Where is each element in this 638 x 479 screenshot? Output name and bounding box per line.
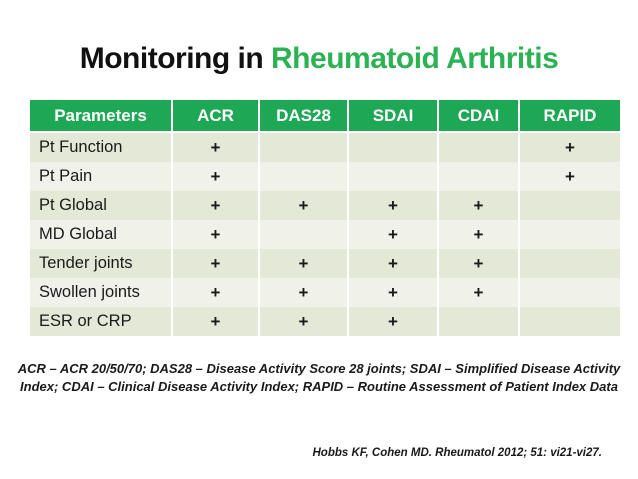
mark-cell <box>260 133 347 162</box>
mark-cell <box>260 220 347 249</box>
mark-cell: + <box>349 249 437 278</box>
row-label: Tender joints <box>30 249 171 278</box>
mark-cell: + <box>173 191 258 220</box>
row-label: MD Global <box>30 220 171 249</box>
row-label: ESR or CRP <box>30 307 171 336</box>
mark-cell: + <box>349 220 437 249</box>
row-label: Swollen joints <box>30 278 171 307</box>
table-row: Pt Pain + + <box>30 162 622 191</box>
mark-cell: + <box>173 133 258 162</box>
column-header-acr: ACR <box>173 100 258 131</box>
table-row: ESR or CRP + + + <box>30 307 622 336</box>
table-row: MD Global + + + <box>30 220 622 249</box>
mark-cell: + <box>260 278 347 307</box>
mark-cell: + <box>349 278 437 307</box>
mark-cell: + <box>349 307 437 336</box>
row-label: Pt Function <box>30 133 171 162</box>
mark-cell <box>349 133 437 162</box>
row-label: Pt Pain <box>30 162 171 191</box>
column-header-parameters: Parameters <box>30 100 171 131</box>
footnote-line-1: ACR – ACR 20/50/70; DAS28 – Disease Acti… <box>17 361 621 376</box>
mark-cell: + <box>173 278 258 307</box>
page-title-prefix: Monitoring in <box>79 42 272 75</box>
table-row: Pt Global + + + + <box>30 191 622 220</box>
reference-citation: Hobbs KF, Cohen MD. Rheumatol 2012; 51: … <box>312 447 603 459</box>
mark-cell <box>349 162 437 191</box>
column-header-das28: DAS28 <box>260 100 347 131</box>
mark-cell: + <box>439 278 518 307</box>
mark-cell: + <box>173 249 258 278</box>
mark-cell: + <box>260 307 347 336</box>
table-row: Pt Function + + <box>30 133 622 162</box>
column-header-rapid: RAPID <box>520 100 620 131</box>
mark-cell: + <box>520 133 620 162</box>
mark-cell <box>520 191 620 220</box>
mark-cell: + <box>260 249 347 278</box>
mark-cell: + <box>173 220 258 249</box>
mark-cell: + <box>349 191 437 220</box>
table-body: Pt Function + + Pt Pain + + Pt Global + … <box>30 133 622 336</box>
mark-cell: + <box>439 249 518 278</box>
footnote-line-2: Index; CDAI – Clinical Disease Activity … <box>20 379 618 394</box>
mark-cell: + <box>260 191 347 220</box>
monitoring-table: Parameters ACR DAS28 SDAI CDAI RAPID Pt … <box>30 100 622 336</box>
mark-cell: + <box>520 162 620 191</box>
page-title: Monitoring in Rheumatoid Arthritis <box>0 42 638 76</box>
column-header-sdai: SDAI <box>349 100 437 131</box>
table-header-row: Parameters ACR DAS28 SDAI CDAI RAPID <box>30 100 622 131</box>
table-row: Tender joints + + + + <box>30 249 622 278</box>
page-title-highlight: Rheumatoid Arthritis <box>271 42 559 75</box>
mark-cell: + <box>439 220 518 249</box>
mark-cell <box>439 133 518 162</box>
column-header-cdai: CDAI <box>439 100 518 131</box>
mark-cell <box>520 307 620 336</box>
mark-cell <box>439 162 518 191</box>
mark-cell <box>520 278 620 307</box>
mark-cell: + <box>439 191 518 220</box>
table-row: Swollen joints + + + + <box>30 278 622 307</box>
abbreviations-footnote: ACR – ACR 20/50/70; DAS28 – Disease Acti… <box>0 360 638 396</box>
mark-cell: + <box>173 162 258 191</box>
mark-cell <box>439 307 518 336</box>
mark-cell: + <box>173 307 258 336</box>
mark-cell <box>260 162 347 191</box>
mark-cell <box>520 220 620 249</box>
mark-cell <box>520 249 620 278</box>
row-label: Pt Global <box>30 191 171 220</box>
